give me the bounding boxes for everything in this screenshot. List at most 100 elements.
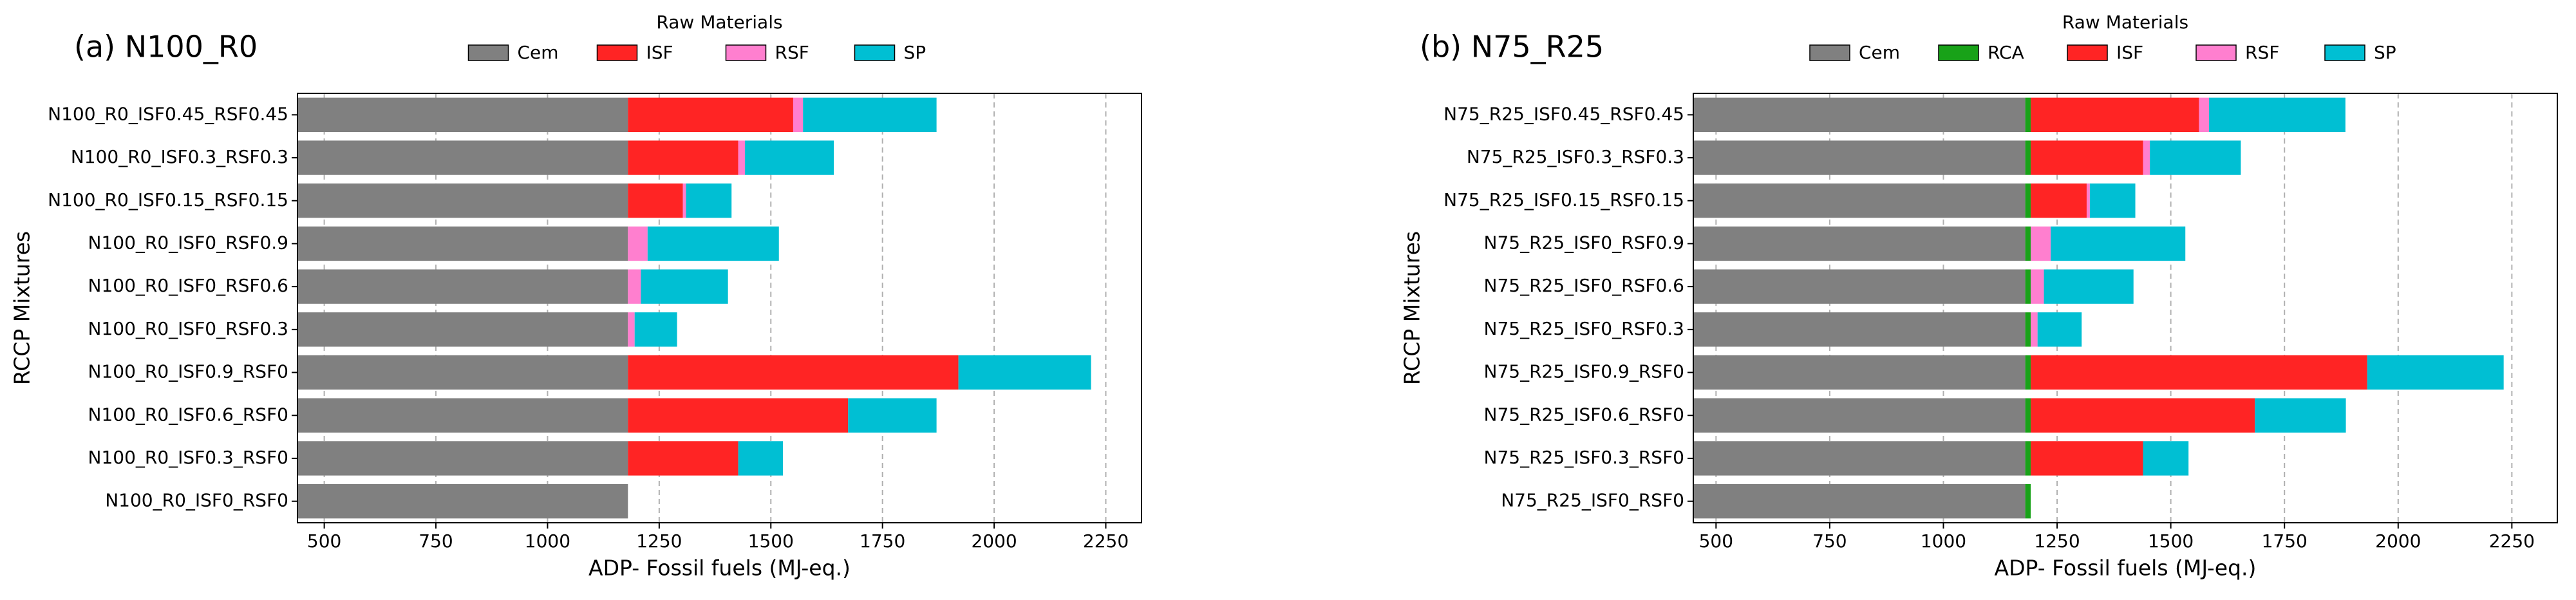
plot-frame [297, 93, 1142, 523]
bar-segment [628, 312, 635, 347]
bar-segment [2255, 398, 2346, 433]
legend-swatch [725, 44, 767, 61]
bar-segment [1693, 97, 2026, 133]
y-tick-label: N100_R0_ISF0_RSF0.9 [88, 232, 288, 253]
y-tick-label: N75_R25_ISF0.3_RSF0 [1484, 447, 1684, 468]
legend-label: Cem [518, 42, 559, 63]
bar-segment [297, 140, 628, 175]
y-tick-label: N100_R0_ISF0.3_RSF0.3 [71, 146, 288, 167]
bar-segment [2031, 441, 2143, 476]
y-tick-label: N75_R25_ISF0_RSF0.9 [1484, 232, 1684, 253]
bar-segment [628, 355, 959, 390]
bar-segment [682, 183, 686, 218]
bar-segment [628, 226, 648, 261]
y-tick-label: N75_R25_ISF0_RSF0.3 [1484, 318, 1684, 339]
bar-segment [848, 398, 937, 433]
bar-segment [1693, 226, 2026, 261]
bar-segment [2025, 355, 2031, 390]
x-tick-label: 1750 [860, 530, 905, 552]
bar-segment [2025, 398, 2031, 433]
bar-segment [2208, 97, 2346, 133]
x-tick-label: 1000 [525, 530, 570, 552]
bar-segment [2031, 269, 2044, 304]
bar-segment [2037, 312, 2082, 347]
bar-segment [2031, 183, 2087, 218]
legend-label: ISF [646, 42, 673, 63]
bar-segment [2031, 226, 2051, 261]
legend-label: Cem [1859, 42, 1900, 63]
y-tick-label: N100_R0_ISF0.6_RSF0 [88, 404, 288, 425]
bar-segment [803, 97, 937, 133]
legend-swatch [1938, 44, 1979, 61]
y-tick-label: N100_R0_ISF0.9_RSF0 [88, 361, 288, 382]
legend-swatch [2195, 44, 2237, 61]
y-tick-label: N75_R25_ISF0.9_RSF0 [1484, 361, 1684, 382]
y-tick-label: N100_R0_ISF0_RSF0 [105, 490, 288, 511]
legend-label: RSF [2245, 42, 2279, 63]
legend-title: Raw Materials [656, 12, 782, 33]
bar-segment [2143, 441, 2189, 476]
bar-segment [297, 97, 628, 133]
x-tick-label: 1500 [2148, 530, 2194, 552]
chart-title: (a) N100_R0 [74, 30, 258, 64]
legend-label: SP [2374, 42, 2396, 63]
bar-segment [2025, 441, 2031, 476]
y-tick-label: N100_R0_ISF0_RSF0.6 [88, 275, 288, 296]
legend-label: ISF [2116, 42, 2143, 63]
bar-segment [686, 183, 732, 218]
bar-segment [2199, 97, 2209, 133]
bar-segment [2031, 140, 2143, 175]
bar-segment [2086, 183, 2090, 218]
bar-segment [1693, 269, 2026, 304]
x-tick-label: 1750 [2262, 530, 2308, 552]
bar-segment [1693, 355, 2026, 390]
x-tick-label: 1250 [2034, 530, 2080, 552]
bar-segment [297, 312, 628, 347]
bar-segment [738, 140, 746, 175]
x-tick-label: 750 [1812, 530, 1847, 552]
bar-segment [2025, 183, 2031, 218]
legend-swatch [1809, 44, 1850, 61]
y-axis-label: RCCP Mixtures [10, 231, 35, 385]
y-tick-label: N75_R25_ISF0.3_RSF0.3 [1467, 146, 1684, 167]
x-tick-label: 1500 [748, 530, 794, 552]
y-tick-label: N75_R25_ISF0_RSF0.6 [1484, 275, 1684, 296]
bar-segment [628, 183, 683, 218]
x-axis-label: ADP- Fossil fuels (MJ-eq.) [1995, 556, 2257, 581]
bar-segment [628, 97, 793, 133]
x-tick-label: 500 [1699, 530, 1733, 552]
y-tick-label: N75_R25_ISF0.15_RSF0.15 [1443, 189, 1684, 211]
bar-segment [647, 226, 779, 261]
bar-segment [1693, 312, 2026, 347]
bar-segment [297, 183, 628, 218]
legend-swatch [596, 44, 638, 61]
bar-segment [1693, 140, 2026, 175]
bar-segment [297, 269, 628, 304]
bar-segment [628, 140, 738, 175]
x-tick-label: 2000 [971, 530, 1017, 552]
legend-swatch [854, 44, 896, 61]
bar-segment [2150, 140, 2241, 175]
bar-segment [297, 226, 628, 261]
chart-panel: 500 750 1000 1250 1500 1750 2000 2250 N100_R0_IS… [10, 12, 1142, 581]
plot-frame [1693, 93, 2558, 523]
bar-segment [2031, 398, 2255, 433]
bar-segment [297, 483, 628, 519]
x-axis-label: ADP- Fossil fuels (MJ-eq.) [588, 556, 851, 581]
legend-swatch [2324, 44, 2365, 61]
y-axis-label: RCCP Mixtures [1400, 231, 1425, 385]
bar-segment [2031, 355, 2367, 390]
bar-segment [297, 398, 628, 433]
bar-segment [2025, 269, 2031, 304]
legend-label: RSF [775, 42, 809, 63]
bar-segment [2025, 483, 2031, 519]
bar-segment [628, 441, 738, 476]
bar-segment [2051, 226, 2186, 261]
bar-segment [641, 269, 728, 304]
bar-segment [745, 140, 834, 175]
legend-label: RCA [1988, 42, 2024, 63]
chart-panel: 500 750 1000 1250 1500 1750 2000 2250 N75_R25_IS… [1400, 12, 2558, 581]
x-tick-label: 500 [307, 530, 341, 552]
bar-segment [1693, 441, 2026, 476]
